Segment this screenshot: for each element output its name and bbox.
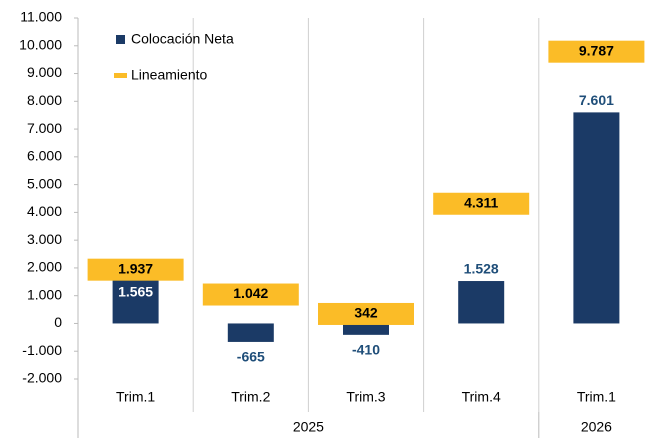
y-tick-label: 11.000 <box>20 9 62 25</box>
y-tick-label: 0 <box>54 314 62 330</box>
x-tick-label: Trim.4 <box>462 389 501 405</box>
legend-label: Lineamiento <box>131 67 207 83</box>
bar-label: 1.565 <box>118 284 153 300</box>
bar <box>112 280 159 324</box>
lineamiento-band <box>202 283 299 306</box>
lineamiento-band <box>318 302 414 325</box>
y-tick-label: 10.000 <box>19 36 62 52</box>
legend-swatch <box>116 35 125 44</box>
bar <box>573 112 620 324</box>
y-tick-label: 8.000 <box>27 92 62 108</box>
y-tick-label: -1.000 <box>22 342 62 358</box>
lineamiento-label: 342 <box>354 305 378 321</box>
bar-label: 7.601 <box>579 92 614 108</box>
bar <box>343 323 389 335</box>
lineamiento-band <box>433 192 530 215</box>
x-tick-label: Trim.1 <box>116 389 155 405</box>
x-tick-label: Trim.3 <box>346 389 385 405</box>
y-tick-label: 7.000 <box>27 120 62 136</box>
lineamiento-label: 1.042 <box>233 285 268 301</box>
bar-label: -410 <box>352 342 380 358</box>
bar <box>227 323 274 342</box>
y-tick-label: 2.000 <box>27 259 62 275</box>
group-label: 2026 <box>581 419 612 435</box>
y-tick-label: 9.000 <box>27 64 62 80</box>
lineamiento-label: 1.937 <box>118 260 153 276</box>
lineamiento-label: 4.311 <box>464 194 498 210</box>
y-tick-label: 5.000 <box>27 175 62 191</box>
bar <box>458 281 505 324</box>
y-tick-label: 1.000 <box>27 286 62 302</box>
lineamiento-band <box>87 258 184 281</box>
y-tick-label: -2.000 <box>22 370 62 386</box>
lineamiento-band <box>548 40 645 63</box>
x-tick-label: Trim.2 <box>231 389 270 405</box>
lineamiento-label: 9.787 <box>579 42 614 58</box>
y-tick-label: 6.000 <box>27 148 62 164</box>
y-tick-label: 4.000 <box>27 203 62 219</box>
x-tick-label: Trim.1 <box>577 389 616 405</box>
y-tick-label: 3.000 <box>27 231 62 247</box>
bar-label: 1.528 <box>464 261 499 277</box>
legend-swatch <box>114 73 127 78</box>
group-label: 2025 <box>293 419 324 435</box>
legend-label: Colocación Neta <box>131 31 234 47</box>
bar-label: -665 <box>237 349 265 365</box>
